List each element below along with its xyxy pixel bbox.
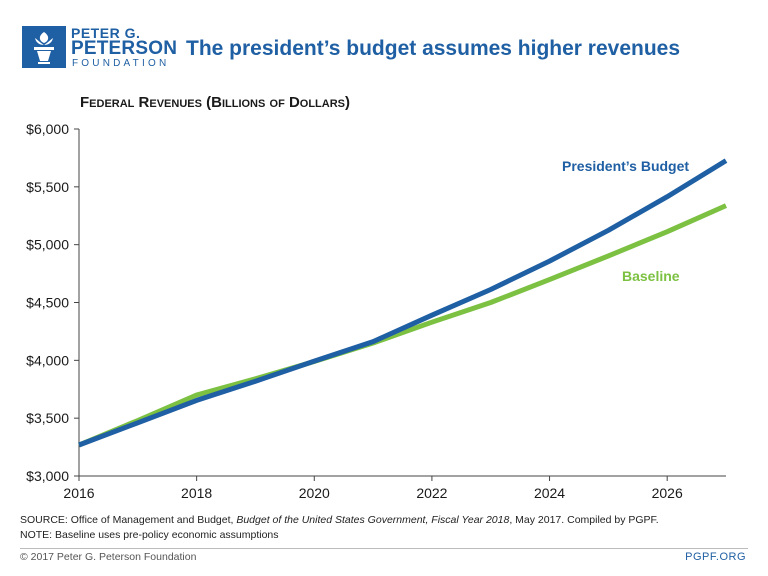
y-tick-label: $5,000 bbox=[26, 237, 69, 253]
y-tick-label: $3,000 bbox=[26, 468, 69, 484]
y-tick-label: $4,000 bbox=[26, 352, 69, 368]
y-axis: $3,000 $3,500 $4,000 $4,500 $5,000 $5,500 $6,0… bbox=[26, 121, 80, 484]
source-note: SOURCE: Office of Management and Budget,… bbox=[20, 514, 659, 526]
legend-label-baseline: Baseline bbox=[622, 268, 680, 284]
source-title: Budget of the United States Government, … bbox=[236, 514, 510, 526]
y-tick-label: $4,500 bbox=[26, 295, 69, 311]
series-layer bbox=[78, 158, 728, 448]
x-axis: 2016 2018 2020 2022 2024 2026 bbox=[63, 475, 726, 501]
source-suffix: , May 2017. Compiled by PGPF. bbox=[509, 514, 659, 526]
x-tick-label: 2018 bbox=[181, 485, 212, 501]
x-tick-label: 2016 bbox=[63, 485, 94, 501]
copyright-text: © 2017 Peter G. Peterson Foundation bbox=[20, 551, 197, 563]
series-line-baseline bbox=[78, 203, 728, 448]
y-tick-label: $5,500 bbox=[26, 179, 69, 195]
y-tick-label: $3,500 bbox=[26, 410, 69, 426]
chart-title: Federal Revenues (Billions of Dollars) bbox=[80, 94, 350, 111]
torch-logo-icon bbox=[22, 26, 66, 68]
method-note: NOTE: Baseline uses pre-policy economic … bbox=[20, 529, 279, 541]
x-tick-label: 2026 bbox=[652, 485, 683, 501]
source-prefix: SOURCE: Office of Management and Budget, bbox=[20, 514, 237, 526]
footer-divider bbox=[20, 548, 748, 549]
logo-text-line1: PETER G. bbox=[71, 25, 141, 41]
site-link[interactable]: PGPF.ORG bbox=[685, 551, 746, 563]
series-line-presidents-budget bbox=[78, 158, 728, 448]
page-title: The president’s budget assumes higher re… bbox=[186, 37, 681, 60]
legend-label-presidents-budget: President’s Budget bbox=[562, 158, 689, 174]
y-tick-label: $6,000 bbox=[26, 121, 69, 137]
logo-text-line3: FOUNDATION bbox=[72, 58, 170, 69]
x-tick-label: 2022 bbox=[416, 485, 447, 501]
x-tick-label: 2020 bbox=[299, 485, 330, 501]
logo-text-line2: PETERSON bbox=[71, 38, 178, 59]
x-tick-label: 2024 bbox=[534, 485, 565, 501]
